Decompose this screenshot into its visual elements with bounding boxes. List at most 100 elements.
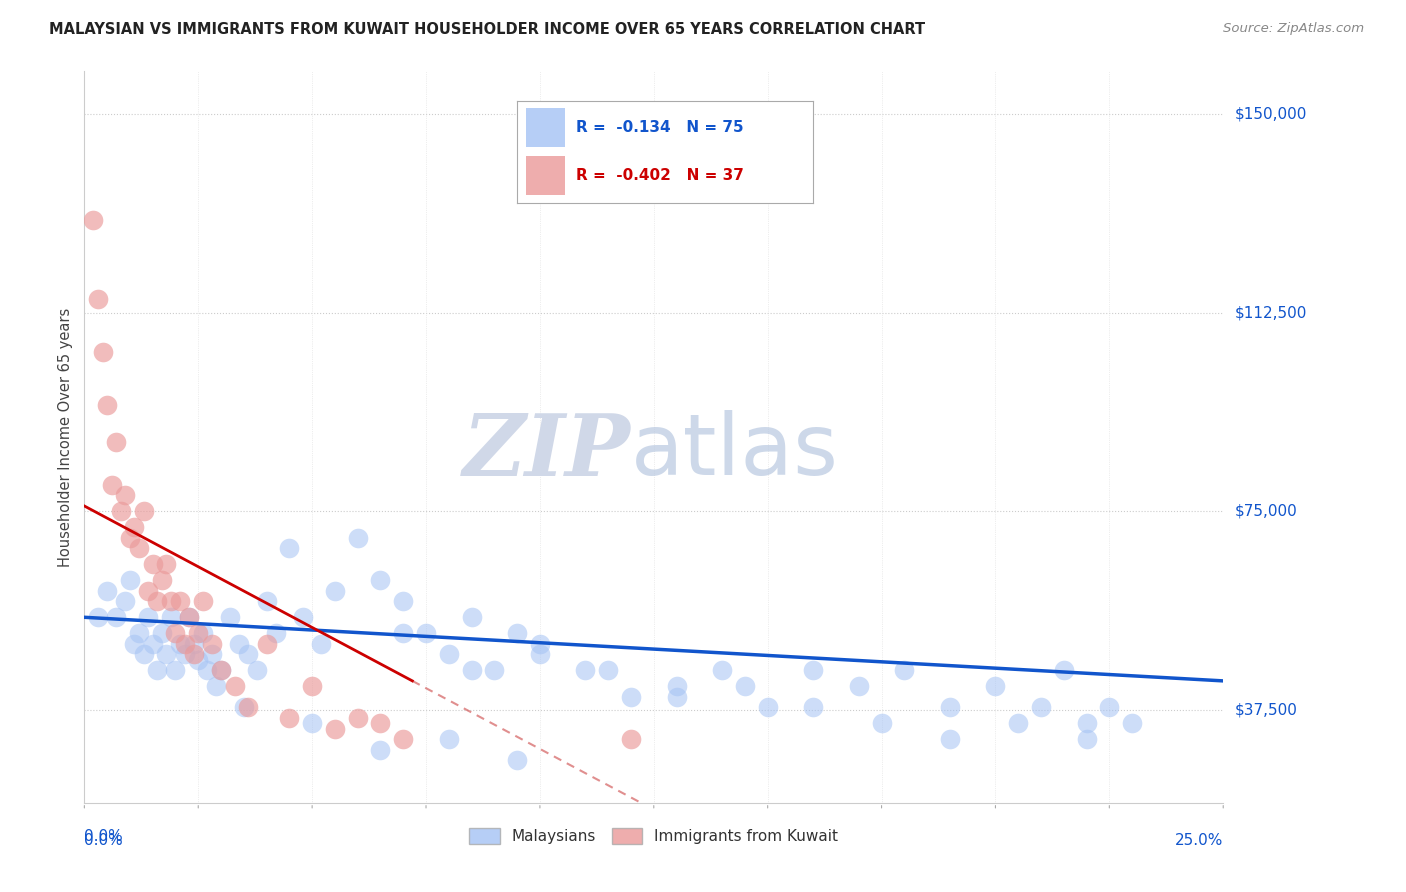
Point <box>232 700 254 714</box>
Point <box>201 637 224 651</box>
Point <box>392 626 415 640</box>
Point <box>292 610 315 624</box>
Point <box>118 573 141 587</box>
Point <box>183 637 205 651</box>
Point <box>238 700 260 714</box>
Point <box>132 504 155 518</box>
Point <box>460 663 482 677</box>
Point <box>278 711 301 725</box>
Legend: Malaysians, Immigrants from Kuwait: Malaysians, Immigrants from Kuwait <box>463 822 845 850</box>
Text: 0.0%: 0.0% <box>84 833 124 848</box>
Point <box>734 679 756 693</box>
Text: $37,500: $37,500 <box>1234 703 1298 717</box>
Text: $150,000: $150,000 <box>1234 106 1306 121</box>
Point <box>228 637 250 651</box>
Point <box>128 541 150 556</box>
Y-axis label: Householder Income Over 65 years: Householder Income Over 65 years <box>58 308 73 566</box>
Text: 0.0%: 0.0% <box>84 830 124 845</box>
Point <box>96 583 118 598</box>
Point <box>209 663 232 677</box>
Point <box>1098 700 1121 714</box>
Point <box>124 637 146 651</box>
Point <box>209 663 232 677</box>
Text: ZIP: ZIP <box>463 410 631 493</box>
Point <box>301 679 323 693</box>
Point <box>801 663 824 677</box>
Point <box>1076 732 1098 747</box>
Point <box>370 743 392 757</box>
Point <box>848 679 870 693</box>
Point <box>309 637 332 651</box>
Text: 25.0%: 25.0% <box>1175 833 1223 848</box>
Point <box>142 637 165 651</box>
Point <box>711 663 734 677</box>
Point <box>105 435 128 450</box>
Point <box>620 732 643 747</box>
Point <box>146 663 169 677</box>
Point <box>256 594 278 608</box>
Point <box>1076 716 1098 731</box>
Point <box>529 648 551 662</box>
Point <box>136 583 159 598</box>
Point <box>173 637 195 651</box>
Point <box>146 594 169 608</box>
Point <box>124 520 146 534</box>
Point <box>110 504 132 518</box>
Point <box>128 626 150 640</box>
Point <box>96 398 118 412</box>
Point <box>346 531 368 545</box>
Point <box>238 648 260 662</box>
Point <box>191 626 214 640</box>
Point <box>1053 663 1076 677</box>
Point <box>169 594 191 608</box>
Point <box>179 610 201 624</box>
Point <box>506 753 529 767</box>
Point <box>191 594 214 608</box>
Point <box>183 648 205 662</box>
Point <box>100 477 122 491</box>
Point <box>620 690 643 704</box>
Point <box>574 663 596 677</box>
Point <box>256 637 278 651</box>
Point <box>392 594 415 608</box>
Point <box>91 345 114 359</box>
Point <box>87 610 110 624</box>
Text: $75,000: $75,000 <box>1234 504 1298 519</box>
Point <box>219 610 242 624</box>
Point <box>484 663 506 677</box>
Point <box>246 663 269 677</box>
Point <box>939 732 962 747</box>
Point <box>437 648 460 662</box>
Point <box>205 679 228 693</box>
Point <box>87 293 110 307</box>
Point <box>529 637 551 651</box>
Point <box>506 626 529 640</box>
Point <box>169 637 191 651</box>
Point <box>370 573 392 587</box>
Point <box>155 648 177 662</box>
Point <box>1029 700 1052 714</box>
Point <box>756 700 779 714</box>
Point <box>665 690 688 704</box>
Point <box>984 679 1007 693</box>
Point <box>598 663 620 677</box>
Point <box>136 610 159 624</box>
Point <box>437 732 460 747</box>
Point <box>150 573 173 587</box>
Point <box>323 583 346 598</box>
Point <box>201 648 224 662</box>
Point <box>187 626 209 640</box>
Point <box>155 558 177 572</box>
Point <box>1007 716 1029 731</box>
Point <box>346 711 368 725</box>
Point <box>939 700 962 714</box>
Point <box>893 663 915 677</box>
Point <box>301 716 323 731</box>
Point <box>870 716 893 731</box>
Point <box>195 663 218 677</box>
Point <box>224 679 246 693</box>
Point <box>114 488 136 502</box>
Point <box>82 212 104 227</box>
Point <box>370 716 392 731</box>
Point <box>160 594 183 608</box>
